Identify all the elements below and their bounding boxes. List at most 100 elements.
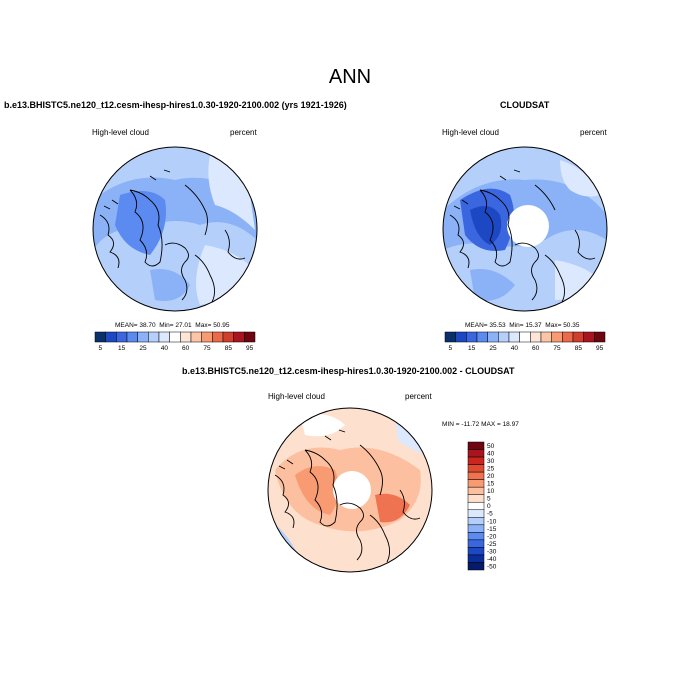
map3-coastlines: [274, 429, 421, 563]
panel2-colorbar-tick-label: 25: [489, 345, 497, 352]
panel1-colorbar-tick-label: 95: [246, 345, 254, 352]
map1-fill-greenland: [115, 191, 166, 255]
panel2-colorbar-box: [530, 331, 542, 343]
panel1-colorbar-tick-label: 75: [203, 345, 211, 352]
panel3-colorbar-tick-label: -15: [487, 526, 497, 533]
panel2-colorbar-box: [455, 331, 467, 343]
map2-frame: [442, 146, 608, 312]
panel2-colorbar-tick-label: 5: [449, 345, 453, 352]
panel3-colorbar-box: [467, 441, 485, 450]
panel3-colorbar-tick-label: 10: [487, 488, 495, 495]
panel3-stats: MIN = -11.72 MAX = 18.97: [442, 421, 519, 428]
panel3-colorbar-tick-label: 0: [487, 503, 491, 510]
panel3-colorbar-box: [467, 554, 485, 563]
panel2-colorbar-tick-label: 75: [553, 345, 561, 352]
panel2-colorbar-box: [487, 331, 499, 343]
map3-frame: [267, 407, 433, 573]
map1-coastlines: [99, 169, 246, 303]
panel1-colorbar-tick-label: 25: [139, 345, 147, 352]
panel1-colorbar-box: [244, 331, 256, 343]
map1-polar-plot: [93, 147, 257, 311]
panel3-colorbar-tick-label: -10: [487, 518, 497, 525]
panel1-colorbar-box: [201, 331, 213, 343]
map3-fill-neutral: [300, 413, 345, 437]
map3-fill-strong-positive-2: [375, 493, 410, 523]
panel1-colorbar-tick-label: 85: [225, 345, 233, 352]
panel2-colorbar-box: [444, 331, 456, 343]
panel3-colorbar-box: [467, 562, 485, 571]
panel3-colorbar-box: [467, 524, 485, 533]
panel3-case-title: b.e13.BHISTC5.ne120_t12.cesm-ihesp-hires…: [182, 366, 515, 376]
panel3-colorbar-tick-label: 40: [487, 450, 495, 457]
map3-missing-pole: [333, 471, 371, 509]
panel3-colorbar-tick-label: -25: [487, 541, 497, 548]
panel1-colorbar-box: [233, 331, 245, 343]
panel2-colorbar-tick-label: 85: [575, 345, 583, 352]
panel3-colorbar-box: [467, 486, 485, 495]
panel1-var-label: High-level cloud: [92, 128, 149, 137]
panel3-colorbar-box: [467, 494, 485, 503]
main-title: ANN: [328, 66, 372, 88]
panel2-colorbar-box: [540, 331, 552, 343]
panel1-colorbar-box: [94, 331, 106, 343]
map2-fill-light-area-2: [555, 260, 600, 300]
panel3-colorbar-box: [467, 449, 485, 458]
panel2-colorbar-box: [466, 331, 478, 343]
panel3-colorbar-tick-label: 30: [487, 458, 495, 465]
panel1-colorbar-tick-label: 15: [118, 345, 126, 352]
map1-fill-light-area: [208, 155, 255, 230]
panel3-colorbar-box: [467, 464, 485, 473]
panel3-colorbar-box: [467, 501, 485, 511]
panel1-colorbar-tick-label: 40: [161, 345, 169, 352]
panel2-colorbar-box: [476, 331, 488, 343]
panel3-colorbar-box: [467, 479, 485, 488]
panel2-colorbar-box: [498, 331, 510, 343]
panel3-colorbar-box: [467, 517, 485, 526]
map2-coastlines: [449, 169, 596, 303]
panel2-colorbar-box: [583, 331, 595, 343]
panel2-case-title: CLOUDSAT: [500, 100, 550, 110]
panel1-colorbar-box: [169, 331, 181, 343]
map1-frame: [92, 146, 258, 312]
panel1-colorbar-box: [116, 331, 128, 343]
panel2-colorbar: 5 15 25 40 60 75 85 95: [444, 331, 606, 352]
panel3-colorbar-tick-label: -30: [487, 548, 497, 555]
panel2-colorbar-box: [562, 331, 574, 343]
panel2-var-label: High-level cloud: [442, 128, 499, 137]
map3-fill-strong-positive: [295, 466, 339, 515]
panel2-units: percent: [580, 128, 607, 137]
panel3-var-label: High-level cloud: [268, 392, 325, 401]
map1-fill-light-area-2: [196, 245, 255, 305]
panel2-colorbar-box: [519, 331, 531, 343]
panel1-colorbar-box: [212, 331, 224, 343]
panel1-colorbar-tick-label: 60: [182, 345, 190, 352]
panel2-colorbar-tick-label: 95: [596, 345, 604, 352]
panel3-colorbar-box: [467, 532, 485, 541]
panel1-colorbar-box: [180, 331, 192, 343]
panel2-colorbar-box: [594, 331, 606, 343]
panel2-colorbar-box: [572, 331, 584, 343]
map2-fill-patch: [470, 269, 515, 301]
panel1-colorbar-box: [158, 331, 170, 343]
panel1-colorbar-box: [126, 331, 138, 343]
panel1-colorbar: 5 15 25 40 60 75 85 95: [94, 331, 256, 352]
panel2-colorbar-tick-label: 15: [468, 345, 476, 352]
panel3-colorbar-tick-label: -20: [487, 533, 497, 540]
panel3-colorbar-tick-label: -40: [487, 556, 497, 563]
panel2-colorbar-tick-label: 60: [532, 345, 540, 352]
panel3-colorbar-tick-label: -5: [487, 511, 493, 518]
panel1-colorbar-box: [148, 331, 160, 343]
map2-missing-pole: [507, 205, 549, 247]
map2-fill-core: [470, 206, 502, 245]
panel3-colorbar-tick-label: 50: [487, 443, 495, 450]
panel1-colorbar-box: [190, 331, 202, 343]
panel3-colorbar-box: [467, 471, 485, 480]
map2-fill-light-area: [560, 160, 600, 197]
panel3-colorbar-box: [467, 539, 485, 548]
panel3-colorbar-tick-label: 5: [487, 496, 491, 503]
panel1-units: percent: [230, 128, 257, 137]
panel1-colorbar-box: [137, 331, 149, 343]
panel2-stats: MEAN= 35.53 Min= 15.37 Max= 50.35: [465, 322, 580, 329]
